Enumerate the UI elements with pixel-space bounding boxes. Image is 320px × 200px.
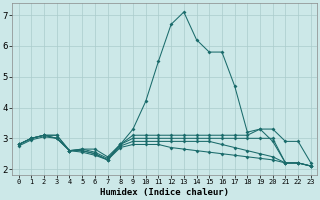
X-axis label: Humidex (Indice chaleur): Humidex (Indice chaleur): [100, 188, 229, 197]
